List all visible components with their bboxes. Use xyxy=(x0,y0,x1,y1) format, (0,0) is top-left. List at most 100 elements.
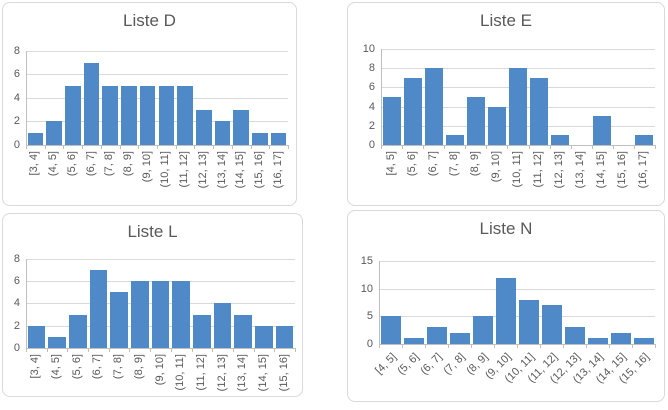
x-axis-tick xyxy=(632,344,633,348)
y-tick-label: 6 xyxy=(13,275,20,287)
x-tick-label: (13, 14] xyxy=(215,151,228,189)
x-axis-tick xyxy=(63,145,65,149)
x-axis-tick xyxy=(194,145,196,149)
x-axis-tick xyxy=(138,145,140,149)
x-axis-tick xyxy=(586,344,587,348)
y-tick-label: 0 xyxy=(13,139,20,151)
x-axis-tick xyxy=(528,145,530,149)
y-tick-label: 8 xyxy=(13,45,20,57)
x-tick-label: (7, 8] xyxy=(441,351,468,378)
chart-panel-liste-l[interactable]: Liste L 0 2 4 6 8 [3, 4] (4, 5] (5, 6] (6, 7] (7,… xyxy=(2,213,303,397)
x-tick-label: (11, 12] xyxy=(194,354,207,391)
bar xyxy=(255,326,273,348)
bar xyxy=(426,327,447,344)
x-axis-tick xyxy=(46,348,48,352)
x-axis-tick xyxy=(26,145,27,149)
x-tick-label: (15, 16] xyxy=(252,151,265,189)
x-tick-label: (13, 14] xyxy=(574,151,587,189)
x-axis-tick xyxy=(465,145,467,149)
y-tick-label: 2 xyxy=(13,115,20,127)
x-tick-label: (5, 6] xyxy=(70,354,83,380)
x-axis-tick xyxy=(570,145,572,149)
x-axis-tick xyxy=(100,145,102,149)
x-tick-label: (4, 5] xyxy=(47,151,60,177)
bar xyxy=(610,333,631,344)
x-tick-label: [4, 5] xyxy=(384,151,397,176)
bar xyxy=(68,315,87,348)
x-tick-label: (10, 11] xyxy=(511,151,523,188)
x-tick-label: (15, 16] xyxy=(616,151,629,189)
chart-title: Liste L xyxy=(127,222,178,241)
x-axis-tick xyxy=(191,348,193,352)
bar xyxy=(449,333,470,344)
x-axis-tick xyxy=(274,348,276,352)
x-axis-tick xyxy=(67,348,69,352)
y-tick-label: 8 xyxy=(13,253,20,265)
gridline xyxy=(26,98,288,99)
x-tick-label: (9, 10] xyxy=(153,354,166,386)
x-tick-label: (15, 16] xyxy=(277,354,290,392)
bar xyxy=(64,86,81,145)
y-tick-label: 4 xyxy=(368,101,375,113)
x-tick-label: (7, 8] xyxy=(447,151,460,177)
x-axis-tick xyxy=(288,145,289,149)
x-tick-label: (9, 10] xyxy=(489,151,502,183)
x-axis-tick xyxy=(494,344,495,348)
x-tick-label: (5, 6] xyxy=(405,151,418,177)
x-tick-label: (11, 12] xyxy=(178,151,191,188)
x-axis-tick xyxy=(486,145,488,149)
x-tick-label: (14, 15] xyxy=(595,151,608,189)
bar xyxy=(518,300,539,344)
x-axis-tick xyxy=(402,145,404,149)
x-axis-tick xyxy=(517,344,518,348)
x-axis-tick xyxy=(231,145,233,149)
bar xyxy=(172,281,191,348)
x-tick-label: (10, 11] xyxy=(159,151,172,188)
x-axis-tick xyxy=(82,145,84,149)
gridline xyxy=(379,289,655,290)
x-tick-label: (10, 11] xyxy=(174,354,187,391)
x-axis-tick xyxy=(540,344,541,348)
y-tick-label: 6 xyxy=(13,68,20,80)
bar xyxy=(587,338,608,344)
x-tick-label: [3, 4] xyxy=(29,354,42,379)
bar xyxy=(472,316,493,344)
x-axis-tick xyxy=(448,344,449,348)
gridline xyxy=(381,49,655,50)
y-tick-label: 15 xyxy=(360,255,373,267)
y-tick-label: 2 xyxy=(13,320,20,332)
y-tick-label: 0 xyxy=(368,139,375,151)
x-axis-tick xyxy=(250,145,252,149)
chart-panel-liste-e[interactable]: Liste E 0 2 4 6 8 10 [4, 5] (5, 6] (6, 7] (7, 8] (… xyxy=(347,2,665,206)
bar xyxy=(633,338,654,344)
x-tick-label: (14, 15] xyxy=(234,151,247,189)
bar xyxy=(110,292,128,348)
bar xyxy=(83,63,100,145)
x-axis-tick xyxy=(253,348,255,352)
x-tick-label: (14, 15] xyxy=(256,354,269,392)
chart-panel-liste-n[interactable]: Liste N 0 5 10 15 [4, 5] (5, 6] (6, 7] (7, 8] (8… xyxy=(347,210,665,402)
bar xyxy=(252,133,268,145)
bar xyxy=(270,133,287,145)
bar xyxy=(635,135,654,145)
y-tick-label: 10 xyxy=(360,283,373,295)
bar xyxy=(27,326,46,348)
x-tick-label: (6, 7] xyxy=(418,351,445,378)
bar xyxy=(233,110,250,145)
chart-panel-liste-d[interactable]: Liste D 0 2 4 6 8 [3, 4] (4, 5] (5, 6] (6, 7] (7,… xyxy=(2,2,297,206)
bar xyxy=(530,78,549,145)
x-tick-label: (4, 5] xyxy=(50,354,63,380)
x-axis-tick xyxy=(423,145,425,149)
y-tick-label: 5 xyxy=(366,310,373,322)
y-axis-line xyxy=(379,261,380,344)
bar xyxy=(193,315,211,348)
bar xyxy=(380,316,401,344)
bar xyxy=(195,110,212,145)
x-axis-tick xyxy=(295,348,296,352)
x-tick-label: (8, 9] xyxy=(132,354,145,380)
bar xyxy=(403,78,422,145)
gridline xyxy=(26,74,288,75)
x-axis-tick xyxy=(212,348,214,352)
x-tick-label: (5, 6] xyxy=(65,151,78,177)
